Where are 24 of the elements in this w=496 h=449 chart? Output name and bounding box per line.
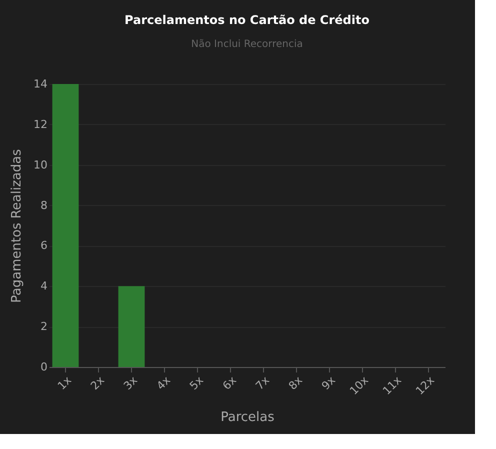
x-tick-label: 12x	[413, 373, 438, 398]
x-tick-label: 9x	[319, 373, 338, 393]
x-tick-label: 11x	[380, 373, 404, 398]
y-tick-label: 12	[34, 118, 48, 131]
y-axis-title: Pagamentos Realizadas	[10, 148, 25, 303]
y-tick-label: 8	[40, 198, 48, 212]
y-tick-label: 4	[40, 280, 48, 293]
x-tick-label: 7x	[253, 373, 272, 393]
chart-subtitle: Não Inclui Recorrencia	[191, 39, 303, 50]
x-axis-title: Parcelas	[220, 410, 275, 425]
x-tick-label: 6x	[220, 373, 240, 393]
x-tick-label: 1x	[55, 373, 74, 393]
x-tick-label: 4x	[154, 373, 174, 393]
x-tick-label: 2x	[88, 373, 108, 393]
y-tick-label: 14	[34, 78, 48, 90]
y-tick-label: 2	[40, 320, 48, 334]
x-tick-label: 5x	[187, 373, 206, 393]
x-tick-label: 3x	[121, 373, 140, 393]
chart-title: Parcelamentos no Cartão de Crédito	[124, 13, 370, 27]
x-tick-label: 10x	[347, 373, 372, 398]
x-tick-label: 8x	[286, 373, 306, 393]
y-tick-label: 6	[40, 239, 48, 252]
y-tick-label: 10	[34, 158, 48, 172]
y-tick-label: 0	[40, 360, 48, 374]
